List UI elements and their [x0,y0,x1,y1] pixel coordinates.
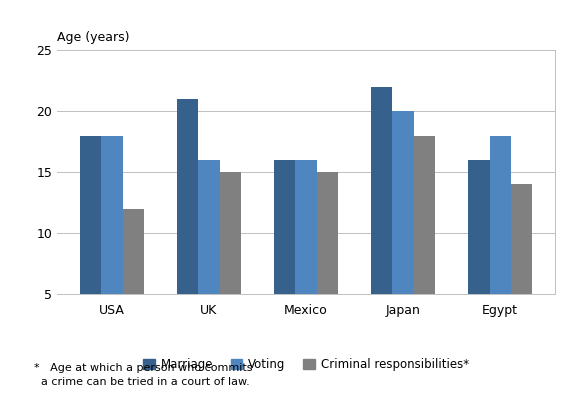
Bar [468,160,490,355]
Bar [392,111,414,355]
Bar [177,99,198,355]
Bar [198,160,220,355]
Text: *   Age at which a person who commits
  a crime can be tried in a court of law.: * Age at which a person who commits a cr… [34,363,253,387]
Bar [371,87,392,355]
Bar [511,184,532,355]
Bar [490,136,511,355]
Bar [317,172,338,355]
Legend: Marriage, Voting, Criminal responsibilities*: Marriage, Voting, Criminal responsibilit… [138,354,474,376]
Bar [122,209,144,355]
Bar [101,136,122,355]
Bar [220,172,241,355]
Text: Age (years): Age (years) [57,31,130,44]
Bar [295,160,317,355]
Bar [414,136,435,355]
Bar [274,160,295,355]
Bar [80,136,101,355]
